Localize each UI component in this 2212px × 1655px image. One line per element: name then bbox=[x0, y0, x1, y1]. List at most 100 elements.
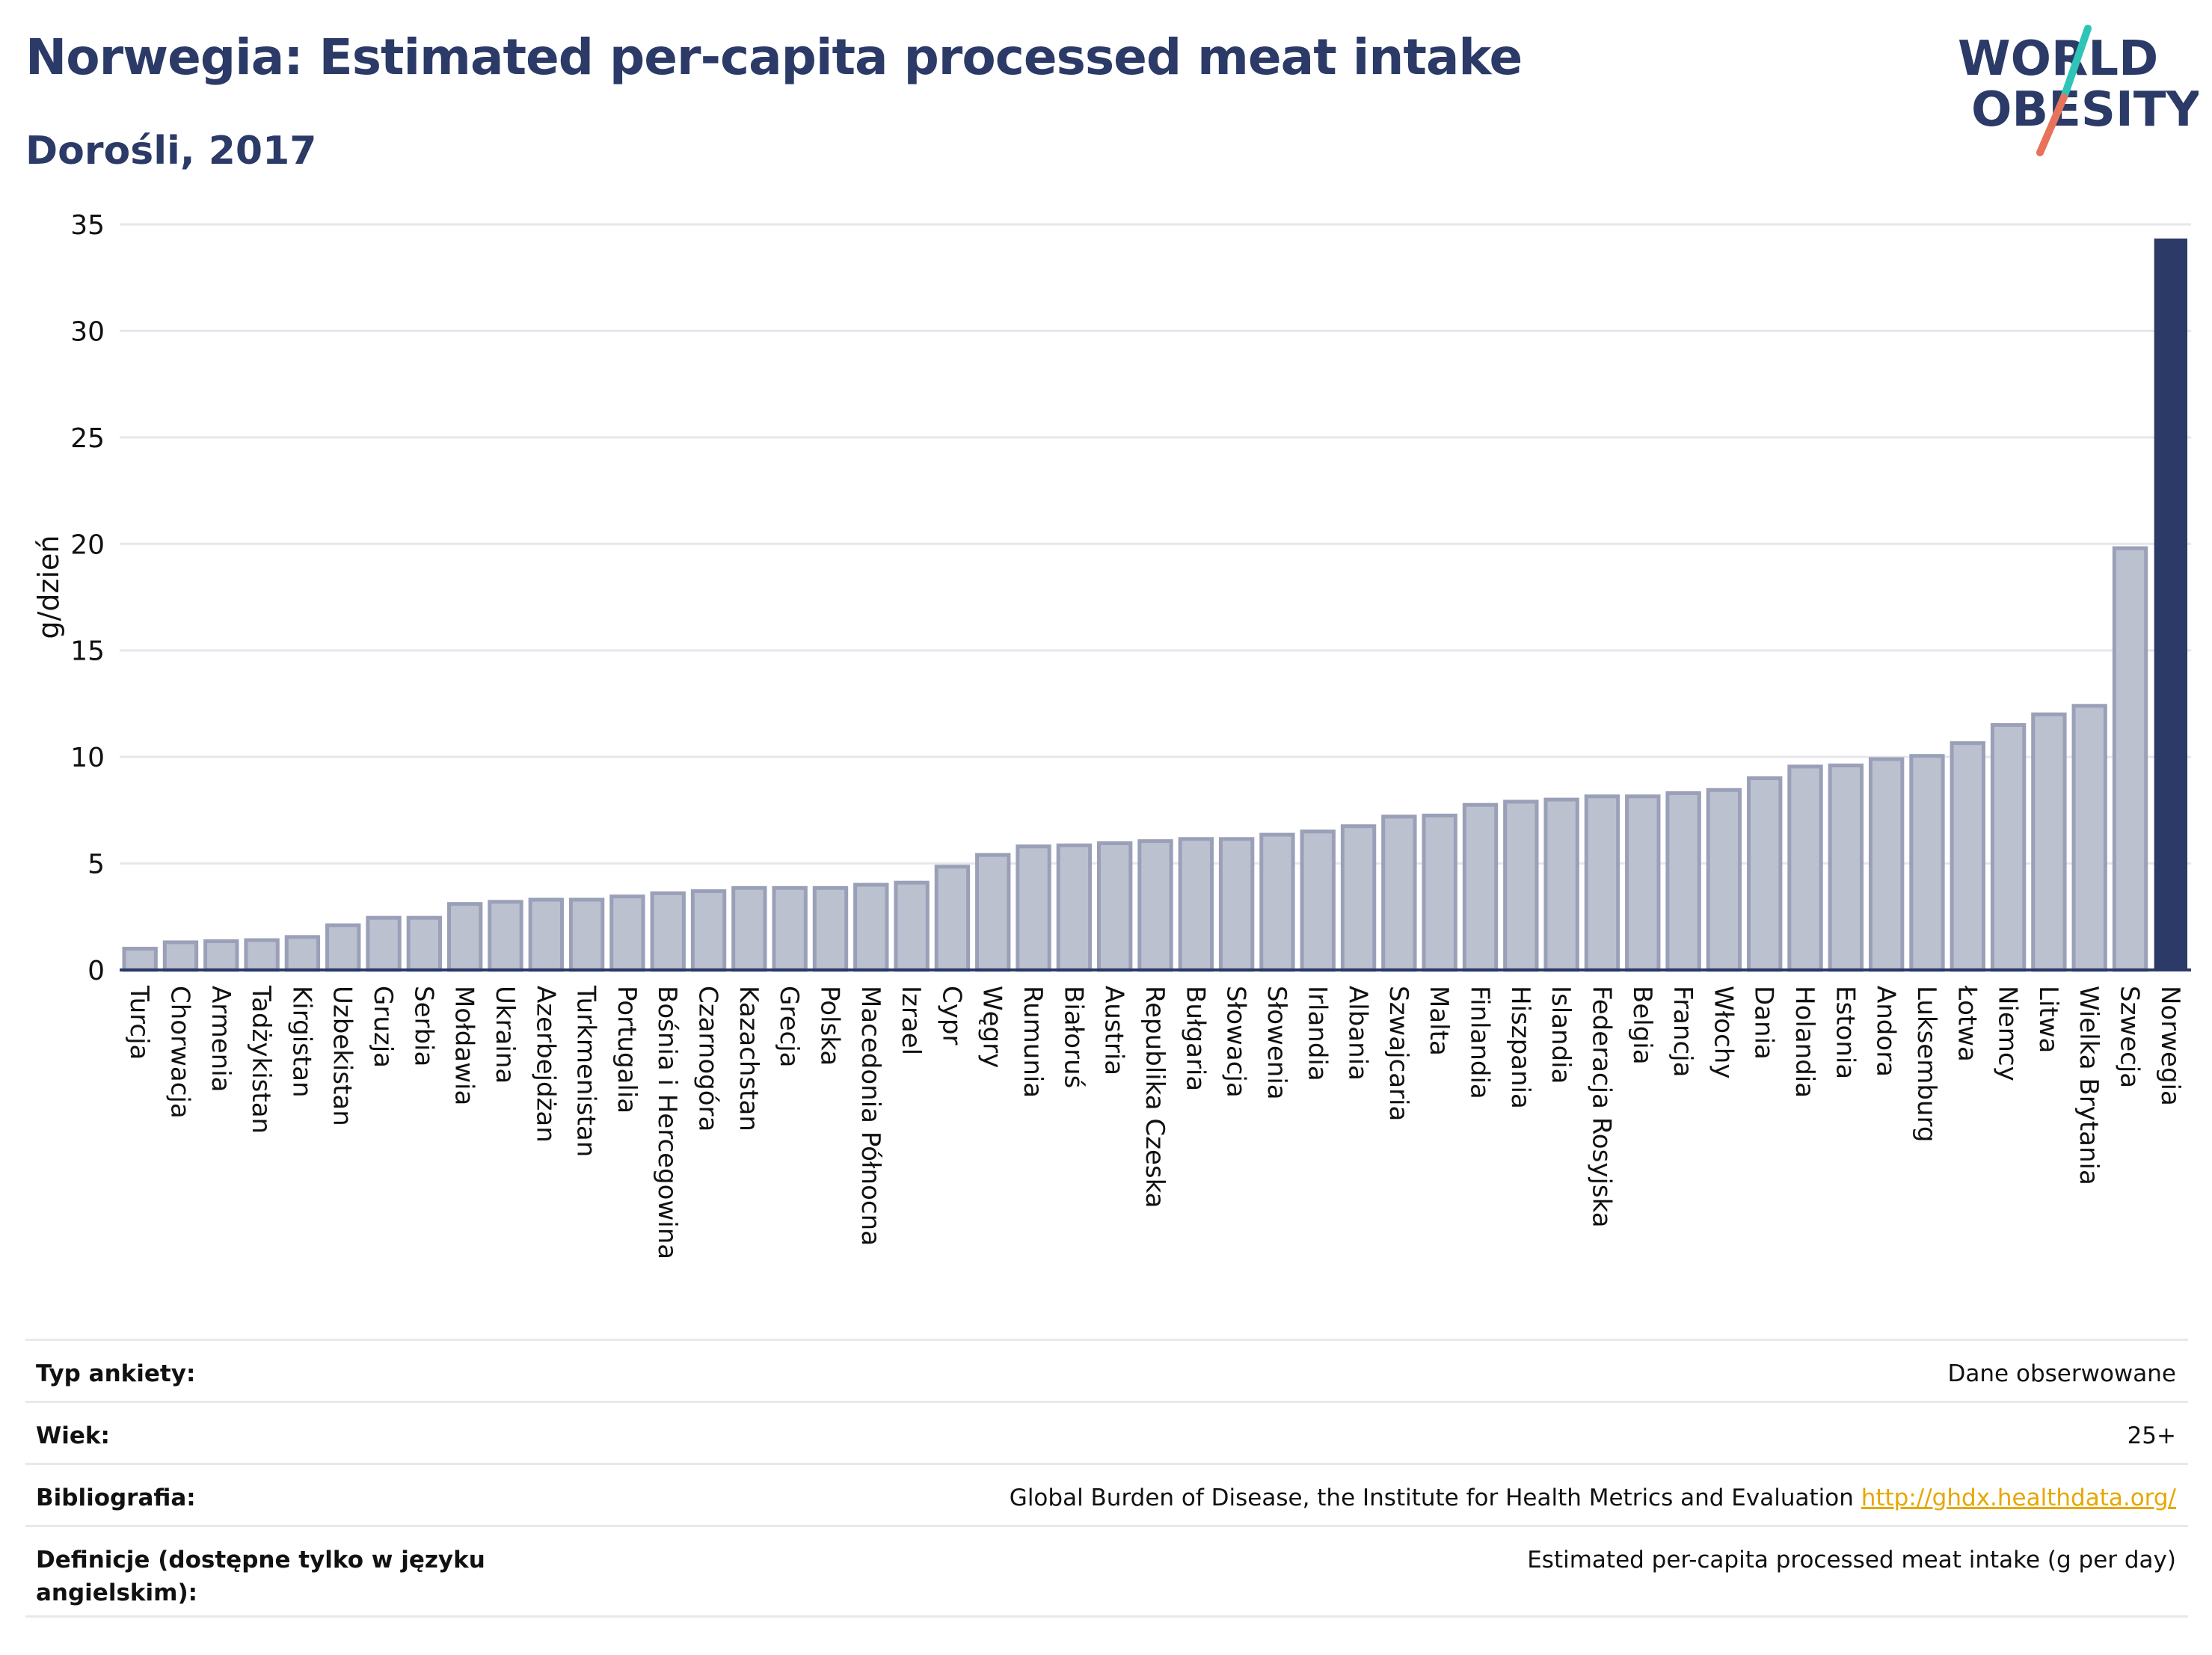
bar-39[interactable] bbox=[1706, 787, 1742, 972]
logo-slash-coral bbox=[2036, 93, 2068, 156]
bar-27[interactable] bbox=[1218, 837, 1255, 972]
x-tick-label: Uzbekistan bbox=[328, 986, 357, 1126]
x-tick-label: Czarnogóra bbox=[693, 986, 723, 1132]
bar-16[interactable] bbox=[772, 885, 808, 972]
bar-40[interactable] bbox=[1747, 776, 1783, 972]
bar-9[interactable] bbox=[488, 900, 523, 972]
x-tick-labels: Turcja Chorwacja Armenia Tadżykistan Kirgist… bbox=[124, 985, 2185, 1259]
bar-33[interactable] bbox=[1462, 802, 1499, 972]
bar-24[interactable] bbox=[1097, 841, 1133, 972]
bar-8[interactable] bbox=[446, 902, 483, 972]
bar-14[interactable] bbox=[690, 889, 727, 972]
bar-48[interactable] bbox=[2071, 704, 2107, 972]
info-value-group: Global Burden of Disease, the Institute … bbox=[1010, 1481, 2176, 1514]
bar-36[interactable] bbox=[1584, 794, 1620, 972]
source-link[interactable]: http://ghdx.healthdata.org/ bbox=[1861, 1484, 2176, 1511]
x-tick-label: Francja bbox=[1668, 986, 1698, 1077]
bar-10[interactable] bbox=[528, 897, 564, 972]
logo-line1: WORLD bbox=[1958, 31, 2158, 87]
x-tick-label: Irlandia bbox=[1302, 986, 1332, 1081]
x-tick-label: Hiszpania bbox=[1505, 986, 1535, 1109]
bar-32[interactable] bbox=[1422, 813, 1457, 972]
bar-25[interactable] bbox=[1137, 839, 1173, 972]
y-tick-label: 25 bbox=[70, 423, 105, 454]
bar-38[interactable] bbox=[1665, 791, 1701, 972]
x-tick-label: Węgry bbox=[977, 986, 1007, 1068]
chart-title: Norwegia: Estimated per-capita processed… bbox=[25, 28, 1523, 86]
bar-23[interactable] bbox=[1056, 843, 1093, 972]
x-tick-label: Izrael bbox=[896, 986, 926, 1055]
x-tick-label: Łotwa bbox=[1952, 985, 1982, 1062]
x-tick-label: Portugalia bbox=[612, 986, 642, 1114]
x-tick-label: Szwajcaria bbox=[1383, 986, 1413, 1121]
info-row-definitions: Definicje (dostępne tylko w języku angie… bbox=[25, 1525, 2188, 1618]
info-value: Dane obserwowane bbox=[1947, 1360, 2176, 1387]
bar-42[interactable] bbox=[1828, 764, 1864, 972]
bar-43[interactable] bbox=[1868, 757, 1905, 972]
bar-28[interactable] bbox=[1259, 832, 1295, 972]
info-row-bibliography: Bibliografia: Global Burden of Disease, … bbox=[25, 1463, 2188, 1525]
world-obesity-logo: WORLD OBESITY bbox=[1958, 25, 2199, 156]
bar-2[interactable] bbox=[203, 939, 239, 972]
x-tick-label: Kirgistan bbox=[286, 986, 316, 1098]
x-tick-label: Wielka Brytania bbox=[2074, 986, 2104, 1185]
info-value: Global Burden of Disease, the Institute … bbox=[1009, 1484, 1854, 1511]
x-tick-label: Holandia bbox=[1789, 986, 1819, 1098]
bar-49[interactable] bbox=[2112, 546, 2148, 972]
bar-44[interactable] bbox=[1909, 754, 1945, 972]
x-tick-label: Bułgaria bbox=[1180, 986, 1210, 1091]
x-tick-label: Białoruś bbox=[1058, 986, 1088, 1088]
x-tick-label: Włochy bbox=[1708, 986, 1738, 1078]
x-tick-label: Rumunia bbox=[1018, 986, 1048, 1098]
x-tick-label: Islandia bbox=[1546, 986, 1576, 1084]
x-tick-label: Cypr bbox=[936, 986, 966, 1045]
bar-1[interactable] bbox=[162, 940, 199, 972]
x-tick-label: Luksemburg bbox=[1911, 986, 1941, 1142]
x-tick-label: Litwa bbox=[2033, 986, 2063, 1053]
bar-37[interactable] bbox=[1625, 794, 1661, 972]
bars bbox=[122, 238, 2188, 972]
bar-29[interactable] bbox=[1300, 829, 1336, 972]
x-tick-label: Polska bbox=[814, 986, 844, 1066]
bar-46[interactable] bbox=[1990, 722, 2027, 972]
info-label: Typ ankiety: bbox=[36, 1360, 196, 1387]
bar-41[interactable] bbox=[1787, 764, 1823, 972]
bar-6[interactable] bbox=[366, 915, 402, 972]
bar-21[interactable] bbox=[975, 853, 1011, 972]
bar-35[interactable] bbox=[1543, 797, 1579, 972]
y-tick-labels: 0 5 10 15 20 25 30 35 bbox=[70, 210, 105, 986]
info-value: Estimated per-capita processed meat inta… bbox=[1527, 1547, 2176, 1573]
bar-20[interactable] bbox=[934, 865, 971, 972]
bar-31[interactable] bbox=[1381, 814, 1417, 972]
bar-34[interactable] bbox=[1503, 799, 1539, 972]
bar-22[interactable] bbox=[1016, 844, 1051, 972]
bar-4[interactable] bbox=[284, 935, 321, 972]
bar-26[interactable] bbox=[1178, 837, 1214, 972]
bar-47[interactable] bbox=[2031, 712, 2067, 972]
bar-5[interactable] bbox=[325, 923, 361, 972]
x-tick-label: Andora bbox=[1871, 986, 1901, 1077]
bar-12[interactable] bbox=[609, 894, 645, 972]
bar-0[interactable] bbox=[122, 947, 158, 972]
chart-subtitle: Dorośli, 2017 bbox=[25, 129, 317, 174]
bar-chart: 0 5 10 15 20 25 30 35 g/dzień Turcja Chorwacja Ar… bbox=[32, 210, 2191, 1259]
bar-13[interactable] bbox=[650, 891, 686, 972]
bar-45[interactable] bbox=[1950, 741, 1985, 972]
bar-15[interactable] bbox=[731, 885, 767, 972]
x-tick-label: Niemcy bbox=[1993, 986, 2023, 1081]
bar-50[interactable] bbox=[2154, 238, 2188, 971]
x-tick-label: Turcja bbox=[124, 985, 154, 1060]
bar-30[interactable] bbox=[1340, 824, 1377, 972]
y-tick-label: 5 bbox=[87, 850, 105, 880]
y-tick-label: 30 bbox=[70, 316, 105, 347]
y-axis-label: g/dzień bbox=[32, 535, 65, 639]
bar-7[interactable] bbox=[406, 915, 443, 972]
bar-19[interactable] bbox=[894, 880, 930, 972]
bar-11[interactable] bbox=[568, 897, 605, 972]
bar-18[interactable] bbox=[853, 882, 889, 972]
bar-3[interactable] bbox=[244, 938, 280, 972]
info-table: Typ ankiety: Dane obserwowane Wiek: 25+ … bbox=[25, 1339, 2188, 1618]
y-tick-label: 20 bbox=[70, 529, 105, 560]
bar-17[interactable] bbox=[812, 885, 849, 972]
y-tick-label: 35 bbox=[70, 210, 105, 241]
